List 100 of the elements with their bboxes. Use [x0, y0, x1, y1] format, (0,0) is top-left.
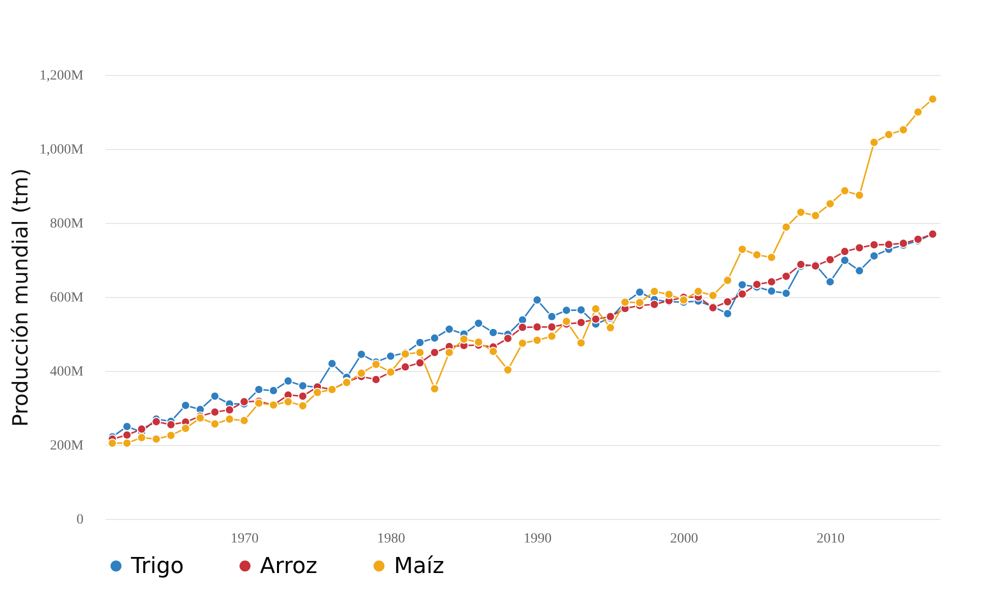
- y-tick-label: 200M: [50, 438, 84, 454]
- point: [415, 338, 425, 348]
- point: [210, 407, 220, 417]
- y-tick-label: 800M: [50, 216, 84, 232]
- point: [532, 336, 542, 345]
- point: [928, 94, 938, 104]
- point: [166, 430, 176, 440]
- point: [752, 280, 762, 290]
- point: [430, 348, 440, 358]
- point: [854, 243, 864, 252]
- point: [782, 222, 791, 232]
- point: [547, 312, 556, 322]
- point: [444, 348, 454, 358]
- point: [356, 368, 366, 378]
- point: [400, 362, 410, 372]
- x-tick-label: 1980: [377, 532, 406, 546]
- point: [122, 422, 132, 432]
- point: [180, 400, 190, 410]
- point: [224, 405, 234, 415]
- point: [547, 332, 556, 341]
- point: [694, 286, 703, 296]
- point: [650, 286, 660, 296]
- point: [898, 125, 908, 134]
- y-tick-label: 0: [76, 512, 84, 528]
- point: [591, 304, 600, 314]
- point: [254, 384, 264, 394]
- point: [503, 365, 513, 375]
- point: [810, 210, 820, 220]
- legend-label: Arroz: [260, 554, 318, 579]
- point: [650, 300, 660, 310]
- point: [635, 288, 644, 297]
- point: [854, 190, 864, 200]
- point: [136, 432, 146, 442]
- point: [415, 348, 425, 358]
- point: [108, 438, 118, 448]
- point: [782, 272, 791, 281]
- point: [532, 295, 542, 305]
- point: [825, 254, 835, 264]
- point: [869, 138, 879, 148]
- point: [488, 346, 498, 356]
- point: [312, 388, 322, 398]
- point: [152, 417, 161, 426]
- x-tick-label: 2010: [816, 532, 845, 546]
- point: [503, 334, 513, 344]
- point: [840, 246, 850, 256]
- point: [239, 397, 249, 406]
- point: [122, 438, 132, 448]
- point: [678, 295, 688, 305]
- point: [518, 322, 528, 332]
- point: [635, 298, 644, 308]
- point: [562, 316, 572, 326]
- point: [122, 430, 132, 440]
- point: [459, 334, 469, 344]
- point: [738, 289, 747, 299]
- x-tick-label: 1970: [230, 532, 259, 546]
- point: [474, 337, 484, 347]
- point: [371, 360, 381, 370]
- point: [796, 208, 806, 217]
- point: [825, 199, 835, 208]
- point: [298, 401, 308, 410]
- point: [913, 107, 923, 117]
- point: [488, 328, 498, 338]
- point: [298, 391, 308, 401]
- point: [664, 290, 674, 300]
- point: [430, 333, 440, 343]
- point: [825, 277, 835, 287]
- y-tick-label: 600M: [50, 290, 84, 306]
- point: [415, 358, 425, 368]
- point: [738, 244, 747, 254]
- point: [547, 322, 556, 332]
- y-tick-label: 1,000M: [40, 142, 84, 158]
- point: [562, 306, 572, 315]
- point: [371, 374, 381, 384]
- point: [576, 338, 586, 348]
- point: [532, 322, 542, 332]
- point: [386, 352, 396, 361]
- point: [152, 434, 161, 444]
- point: [738, 280, 747, 290]
- point: [136, 424, 146, 434]
- point: [210, 419, 220, 429]
- point: [782, 288, 791, 298]
- point: [854, 266, 864, 276]
- point: [474, 318, 484, 328]
- point: [298, 381, 308, 390]
- y-tick-label: 400M: [50, 364, 84, 380]
- point: [430, 384, 440, 394]
- point: [722, 308, 732, 318]
- x-tick-label: 1990: [524, 532, 552, 546]
- point: [356, 350, 366, 360]
- point: [268, 386, 278, 396]
- point: [210, 391, 220, 401]
- point: [606, 323, 616, 332]
- point: [752, 250, 762, 260]
- point: [591, 314, 600, 324]
- legend-label: Trigo: [130, 554, 184, 579]
- point: [840, 256, 850, 266]
- point: [884, 130, 894, 140]
- point: [283, 397, 293, 406]
- point: [327, 358, 337, 368]
- point: [722, 276, 732, 286]
